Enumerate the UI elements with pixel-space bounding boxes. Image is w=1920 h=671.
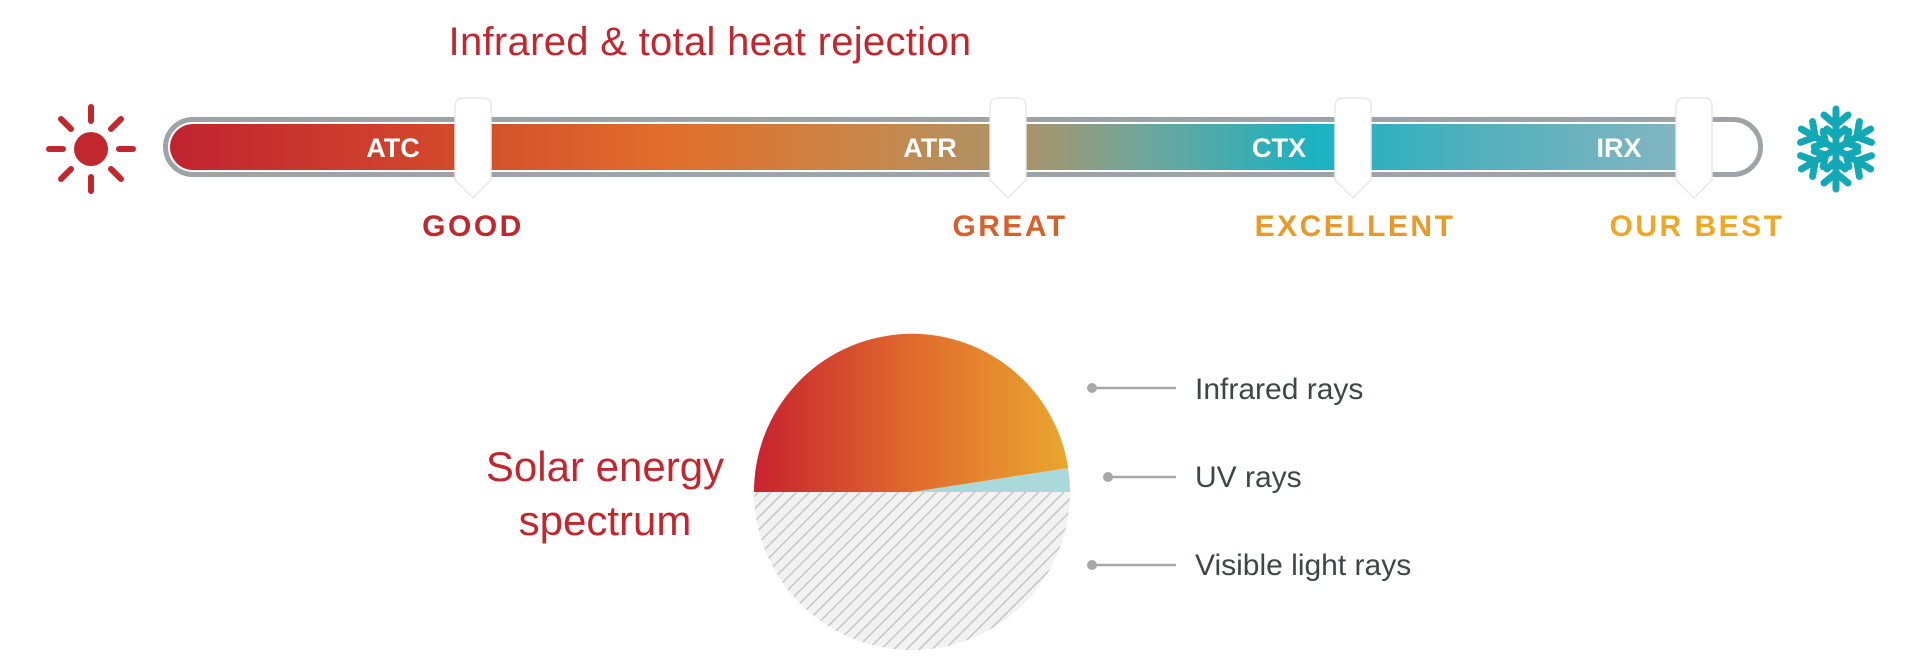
solar-spectrum-pie bbox=[752, 332, 1072, 657]
scale-marker-good bbox=[449, 96, 497, 200]
solar-spectrum-label-line1: Solar energy bbox=[485, 443, 725, 490]
snowflake-icon bbox=[1790, 103, 1882, 200]
solar-spectrum-label: Solar energy spectrum bbox=[450, 440, 760, 548]
pie-slice-infrared bbox=[753, 333, 1069, 492]
diagram-title: Infrared & total heat rejection bbox=[448, 20, 972, 64]
solar-spectrum-label-line2: spectrum bbox=[518, 497, 692, 544]
legend-uv-rays: UV rays bbox=[1195, 461, 1302, 494]
bar-label-atr: ATR bbox=[903, 133, 957, 163]
bar-label-atc: ATC bbox=[366, 133, 420, 163]
pie-slice-uv bbox=[912, 468, 1071, 492]
rating-excellent: EXCELLENT bbox=[1254, 210, 1456, 243]
rating-good: GOOD bbox=[422, 210, 524, 243]
scale-marker-great bbox=[984, 96, 1032, 200]
legend-visible-light-rays: Visible light rays bbox=[1195, 549, 1412, 582]
legend-infrared-rays: Infrared rays bbox=[1195, 373, 1364, 406]
pie-slice-visible-light bbox=[754, 492, 1070, 650]
rating-our-best: OUR BEST bbox=[1609, 210, 1785, 243]
rating-great: GREAT bbox=[952, 210, 1068, 243]
scale-marker-excellent bbox=[1329, 96, 1377, 200]
legend-connector-infrared bbox=[1087, 383, 1176, 393]
sun-icon bbox=[45, 103, 137, 200]
legend-connector-visible bbox=[1087, 560, 1176, 570]
legend-connector-uv bbox=[1103, 472, 1176, 482]
heat-rejection-scale-gradient bbox=[170, 124, 1695, 170]
bar-label-ctx: CTX bbox=[1252, 133, 1306, 163]
bar-label-irx: IRX bbox=[1596, 133, 1642, 163]
scale-marker-our-best bbox=[1670, 96, 1718, 200]
